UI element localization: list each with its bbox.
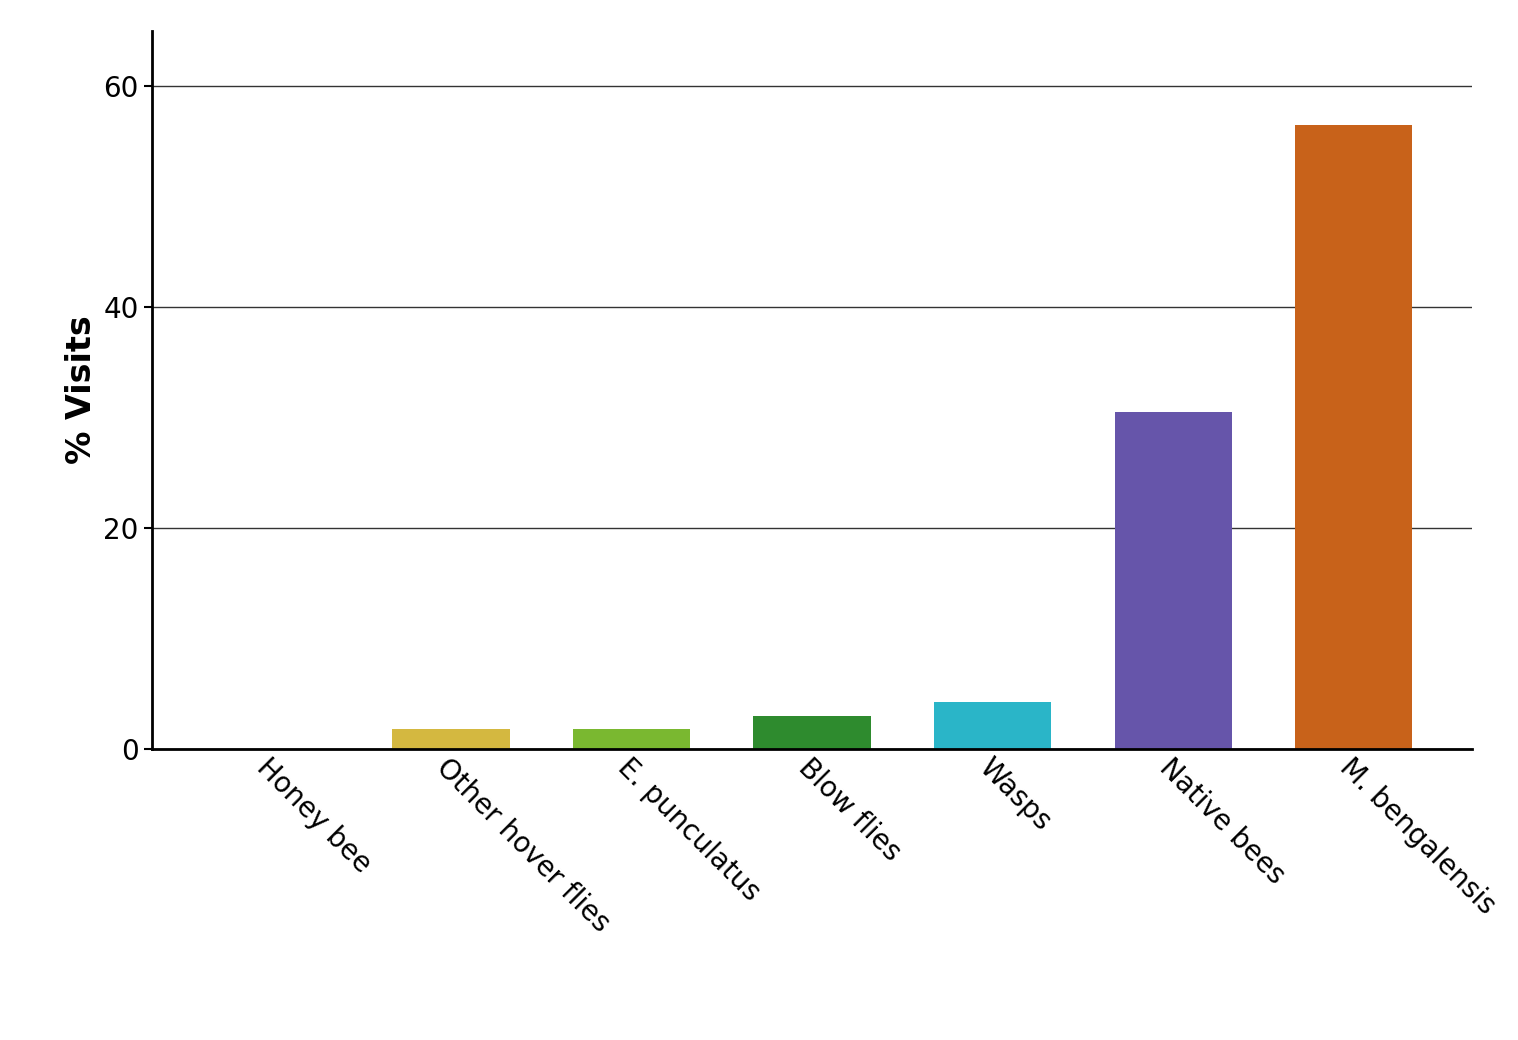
Y-axis label: % Visits: % Visits (65, 315, 97, 465)
Bar (572, 729, 691, 749)
Bar (392, 729, 510, 749)
Bar (934, 702, 1052, 749)
Bar (1114, 412, 1233, 749)
Bar (753, 716, 871, 749)
Bar (1295, 125, 1412, 749)
